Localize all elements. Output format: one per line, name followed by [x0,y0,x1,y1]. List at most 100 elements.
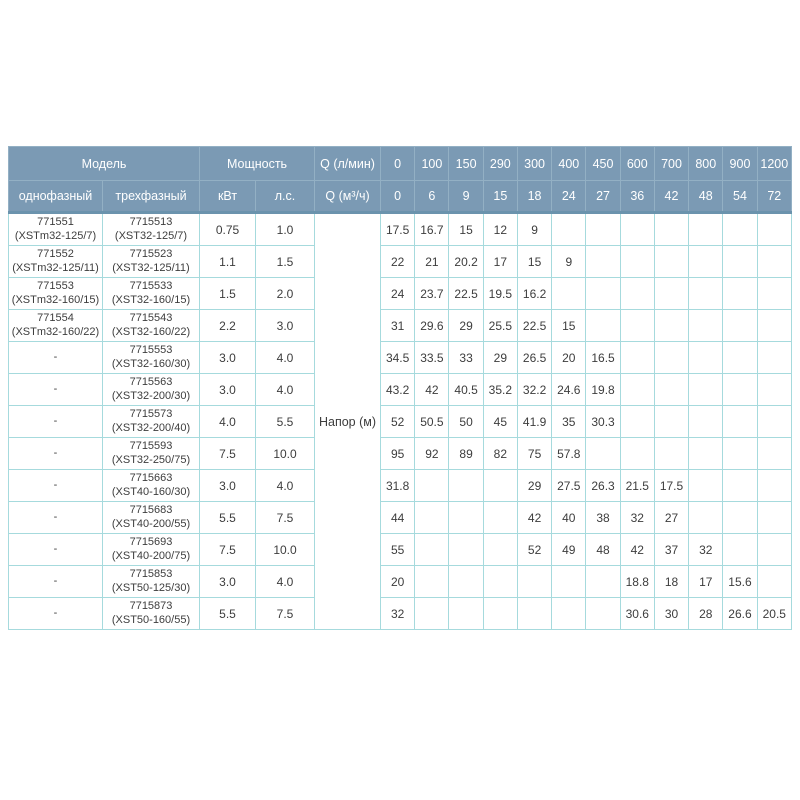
power-hp-cell: 2.0 [254,277,316,310]
head-value-cell: 31 [380,309,416,342]
head-value-cell [585,212,621,246]
flow-m3h-value-cell: 9 [448,180,484,214]
head-value-cell: 89 [448,437,484,470]
head-value-cell [722,277,758,310]
head-value-cell [653,437,690,470]
table-row: 771553 (XSTm32-160/15) 7715533 (XST32-160/1… [8,277,793,310]
head-value-cell [688,277,724,310]
model-three-phase-cell: 7715593 (XST32-250/75) [102,437,200,470]
model-number: 7715543 [129,312,173,325]
flow-m3h-value-cell: 42 [653,180,690,214]
model-number: 771554 [37,312,74,325]
head-value-cell [585,437,621,470]
head-value-cell: 25.5 [482,309,518,342]
header-single-phase-cell: однофазный [8,180,103,214]
head-value-cell [756,245,793,278]
head-value-cell: 42 [516,501,553,534]
head-value-cell: 52 [380,405,416,438]
head-value-cell: 32 [688,533,724,566]
head-value-cell: 32.2 [516,373,553,406]
model-code: (XST32-250/75) [111,453,191,466]
header-row-flow-lmin: Модель Мощность Q (л/мин) 0 100 150 290 300 4… [8,146,793,181]
power-kw-cell: 3.0 [199,341,256,374]
head-value-cell [619,212,655,246]
head-value-cell [653,373,690,406]
head-value-cell [448,501,484,534]
power-kw-cell: 2.2 [199,309,256,342]
head-value-cell: 16.5 [585,341,621,374]
head-value-cell [688,373,724,406]
head-value-cell: 15.6 [722,565,758,598]
flow-lmin-value-cell: 400 [551,146,587,181]
head-value-cell [585,245,621,278]
model-three-phase-cell: 7715693 (XST40-200/75) [102,533,200,566]
head-value-cell: 15 [448,212,484,246]
model-three-phase-cell: 7715533 (XST32-160/15) [102,277,200,310]
model-single-phase-cell: - [8,501,103,534]
head-value-cell [585,309,621,342]
head-value-cell [619,373,655,406]
head-value-cell: 40 [551,501,587,534]
flow-lmin-value-cell: 300 [516,146,553,181]
head-value-cell: 32 [619,501,655,534]
power-hp-cell: 4.0 [254,565,316,598]
table-header: Модель Мощность Q (л/мин) 0 100 150 290 300 4… [8,146,793,214]
model-number: - [53,446,58,459]
power-kw-cell: 5.5 [199,501,256,534]
model-three-phase-cell: 7715543 (XST32-160/22) [102,309,200,342]
flow-m3h-value-cell: 36 [619,180,655,214]
head-value-cell [516,597,553,630]
head-value-cell [619,277,655,310]
head-value-cell [619,437,655,470]
head-value-cell [448,597,484,630]
power-hp-cell: 10.0 [254,533,316,566]
flow-m3h-value-cell: 54 [722,180,758,214]
head-value-cell [756,565,793,598]
flow-m3h-value-cell: 18 [516,180,553,214]
head-value-cell: 50.5 [414,405,450,438]
model-number: 7715873 [129,600,173,613]
model-code: (XST32-160/22) [111,325,191,338]
flow-lmin-value-cell: 700 [653,146,690,181]
head-value-cell: 48 [585,533,621,566]
head-value-cell: 16.2 [516,277,553,310]
head-value-cell: 29 [482,341,518,374]
head-value-cell: 20.5 [756,597,793,630]
head-value-cell [585,565,621,598]
head-value-cell: 30.6 [619,597,655,630]
power-kw-cell: 3.0 [199,373,256,406]
power-kw-cell: 3.0 [199,469,256,502]
model-code: (XSTm32-160/15) [11,293,100,306]
header-three-phase-cell: трехфазный [102,180,200,214]
head-value-cell [653,212,690,246]
model-three-phase-cell: 7715513 (XST32-125/7) [102,212,200,246]
head-value-cell: 16.7 [414,212,450,246]
flow-m3h-value-cell: 24 [551,180,587,214]
head-value-cell [688,469,724,502]
head-value-cell [722,245,758,278]
model-three-phase-cell: 7715663 (XST40-160/30) [102,469,200,502]
head-value-cell: 35.2 [482,373,518,406]
table-row: -7715593 (XST32-250/75) 7.5 10.0 95 92 89 82 75 5… [8,437,793,470]
table-row: -7715563 (XST32-200/30) 3.0 4.0 43.2 42 40.5 35… [8,373,793,406]
head-value-cell [482,533,518,566]
head-value-cell: 29 [516,469,553,502]
head-value-cell [756,469,793,502]
head-value-cell: 82 [482,437,518,470]
head-value-cell: 31.8 [380,469,416,502]
head-value-cell: 20.2 [448,245,484,278]
head-value-cell [756,533,793,566]
head-value-cell [722,501,758,534]
table-row: 771554 (XSTm32-160/22) 7715543 (XST32-160/2… [8,309,793,342]
head-value-cell: 49 [551,533,587,566]
head-value-cell: 17 [688,565,724,598]
head-value-cell: 95 [380,437,416,470]
head-value-cell [756,212,793,246]
head-value-cell: 19.8 [585,373,621,406]
head-value-cell [722,341,758,374]
header-model-cell: Модель [8,146,200,181]
head-value-cell: 9 [551,245,587,278]
model-single-phase-cell: 771551 (XSTm32-125/7) [8,212,103,246]
model-code: (XST32-160/30) [111,357,191,370]
model-three-phase-cell: 7715523 (XST32-125/11) [102,245,200,278]
